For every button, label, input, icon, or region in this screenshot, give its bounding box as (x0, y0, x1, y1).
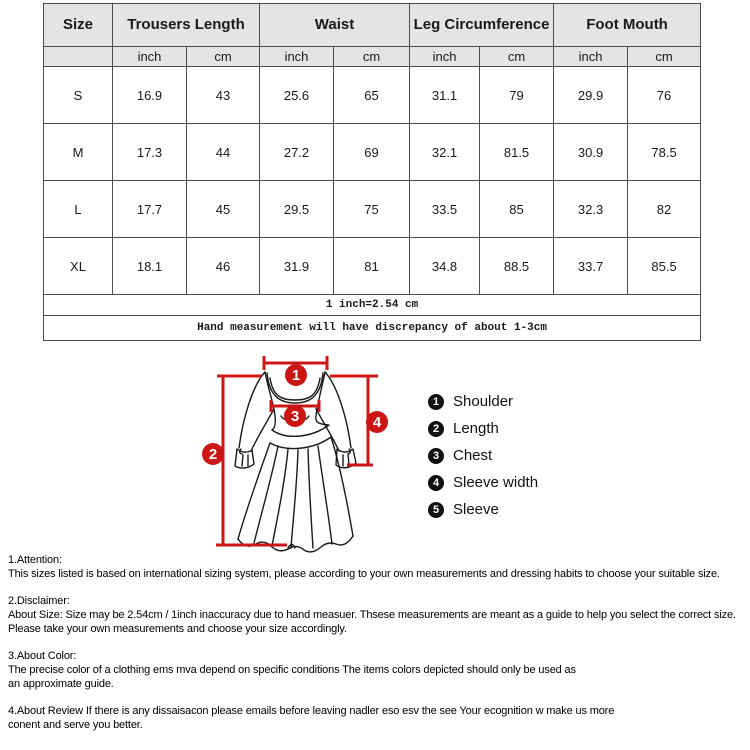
legend-number-icon: 1 (428, 393, 444, 410)
marker-circle-4 (366, 411, 388, 433)
unit-cell: inch (409, 46, 481, 67)
data-cell: 88.5 (479, 237, 555, 295)
legend-number-icon: 5 (428, 501, 444, 518)
note-about-color: 3.About Color: The precise color of a cl… (8, 650, 576, 690)
data-cell: 29.5 (259, 180, 334, 238)
data-cell: 69 (332, 123, 411, 181)
table-row-s: S 16.9 43 25.6 65 31.1 79 29.9 76 (43, 66, 702, 124)
data-cell: 32.1 (409, 123, 481, 181)
data-cell: 43 (186, 66, 260, 124)
data-cell: 82 (627, 180, 702, 238)
legend-label: Shoulder (453, 393, 514, 410)
measurement-legend: 1 Shoulder 2 Length 3 Chest 4 Sleeve wid… (428, 388, 538, 523)
column-header-foot-mouth: Foot Mouth (553, 3, 702, 47)
unit-cell: cm (479, 46, 555, 67)
marker-number-1: 1 (292, 367, 300, 384)
unit-cell: inch (259, 46, 334, 67)
data-cell: 85 (479, 180, 555, 238)
data-cell: 44 (186, 123, 260, 181)
table-units-row: inch cm inch cm inch cm inch cm (43, 46, 702, 67)
data-cell: 29.9 (553, 66, 629, 124)
marker-number-3: 3 (291, 408, 299, 425)
legend-item: 5 Sleeve (428, 496, 538, 523)
size-label: L (43, 180, 113, 238)
data-cell: 45 (186, 180, 260, 238)
unit-cell-empty (43, 46, 113, 67)
table-row-xl: XL 18.1 46 31.9 81 34.8 88.5 33.7 85.5 (43, 237, 702, 295)
data-cell: 25.6 (259, 66, 334, 124)
dress-line-art (234, 371, 357, 553)
data-cell: 16.9 (112, 66, 187, 124)
data-cell: 75 (332, 180, 411, 238)
data-cell: 46 (186, 237, 260, 295)
legend-item: 2 Length (428, 415, 538, 442)
data-cell: 85.5 (627, 237, 702, 295)
unit-cell: cm (332, 46, 411, 67)
data-cell: 81 (332, 237, 411, 295)
legend-number-icon: 3 (428, 447, 444, 464)
size-chart-table: Size Trousers Length Waist Leg Circumfer… (42, 3, 702, 341)
note-about-review: 4.About Review If there is any dissaisac… (8, 705, 615, 731)
marker-number-2: 2 (209, 446, 217, 463)
data-cell: 30.9 (553, 123, 629, 181)
legend-number-icon: 4 (428, 474, 444, 491)
table-row-l: L 17.7 45 29.5 75 33.5 85 32.3 82 (43, 180, 702, 238)
data-cell: 33.5 (409, 180, 481, 238)
measurement-lines (216, 356, 378, 547)
size-label: XL (43, 237, 113, 295)
table-footnote-row: 1 inch=2.54 cm (42, 294, 702, 316)
data-cell: 17.7 (112, 180, 187, 238)
footnote-hand-measurement: Hand measurement will have discrepancy o… (42, 315, 702, 341)
marker-circle-1 (285, 364, 307, 386)
legend-item: 1 Shoulder (428, 388, 538, 415)
size-label: M (43, 123, 113, 181)
marker-number-4: 4 (373, 414, 382, 431)
footnote-inch-conversion: 1 inch=2.54 cm (42, 294, 702, 316)
data-cell: 33.7 (553, 237, 629, 295)
size-label: S (43, 66, 113, 124)
data-cell: 31.9 (259, 237, 334, 295)
legend-label: Chest (453, 447, 493, 464)
data-cell: 79 (479, 66, 555, 124)
data-cell: 18.1 (112, 237, 187, 295)
data-cell: 32.3 (553, 180, 629, 238)
measurement-markers: 1 2 3 4 (202, 364, 388, 465)
data-cell: 17.3 (112, 123, 187, 181)
notes-section: 1.Attention: This sizes listed is based … (8, 553, 746, 745)
marker-circle-2 (202, 443, 224, 465)
unit-cell: cm (627, 46, 702, 67)
legend-item: 4 Sleeve width (428, 469, 538, 496)
column-header-waist: Waist (258, 3, 411, 47)
data-cell: 81.5 (479, 123, 555, 181)
unit-cell: inch (553, 46, 629, 67)
dress-measurement-diagram: 1 2 3 4 (202, 356, 388, 553)
data-cell: 76 (627, 66, 702, 124)
column-header-leg-circumference: Leg Circumference (409, 3, 555, 47)
marker-circle-3 (284, 405, 306, 427)
unit-cell: cm (186, 46, 260, 67)
table-footnote-row: Hand measurement will have discrepancy o… (42, 315, 702, 341)
column-header-trousers-length: Trousers Length (112, 3, 260, 47)
legend-number-icon: 2 (428, 420, 444, 437)
table-row-m: M 17.3 44 27.2 69 32.1 81.5 30.9 78.5 (43, 123, 702, 181)
data-cell: 31.1 (409, 66, 481, 124)
data-cell: 27.2 (259, 123, 334, 181)
legend-label: Sleeve (453, 501, 499, 518)
column-header-size: Size (43, 3, 113, 47)
data-cell: 78.5 (627, 123, 702, 181)
note-disclaimer: 2.Disclaimer: About Size: Size may be 2.… (8, 595, 736, 635)
data-cell: 34.8 (409, 237, 481, 295)
legend-label: Length (453, 420, 499, 437)
table-header-row: Size Trousers Length Waist Leg Circumfer… (43, 3, 702, 47)
legend-item: 3 Chest (428, 442, 538, 469)
note-attention: 1.Attention: This sizes listed is based … (8, 554, 720, 580)
data-cell: 65 (332, 66, 411, 124)
legend-label: Sleeve width (453, 474, 539, 491)
unit-cell: inch (112, 46, 187, 67)
